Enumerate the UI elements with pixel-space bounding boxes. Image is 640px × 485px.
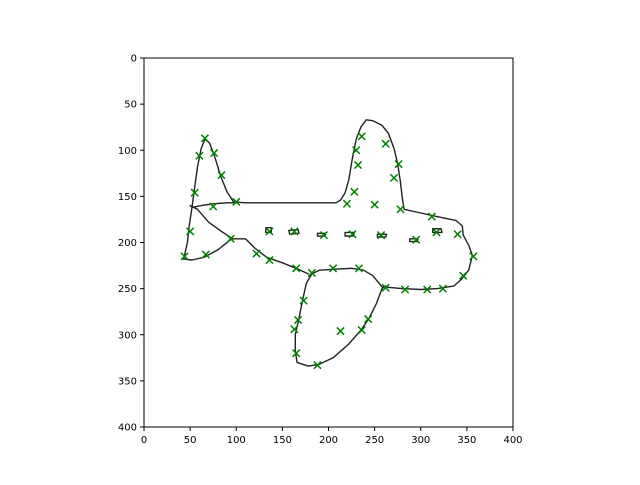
y-tick-label: 200	[118, 238, 137, 249]
data-point-marker	[438, 284, 448, 293]
data-point-marker	[370, 200, 379, 209]
data-point-marker	[290, 325, 299, 334]
data-point-marker	[432, 228, 441, 237]
x-tick-label: 400	[503, 435, 522, 446]
data-point-marker	[292, 264, 301, 273]
x-tick-label: 200	[319, 435, 338, 446]
data-point-marker	[357, 132, 366, 141]
data-point-marker	[353, 160, 363, 170]
data-point-marker	[352, 146, 361, 155]
drawing-stroke	[432, 227, 443, 234]
data-point-marker	[313, 361, 322, 370]
data-point-marker	[180, 252, 189, 261]
plot-area	[144, 58, 513, 427]
x-tick-label: 0	[141, 435, 147, 446]
x-tick-label: 300	[411, 435, 430, 446]
drawing-stroke	[182, 119, 474, 367]
data-point-marker	[336, 326, 345, 336]
data-point-marker	[290, 227, 299, 236]
y-tick-label: 400	[118, 423, 137, 434]
data-point-marker	[350, 187, 359, 196]
data-point-marker	[357, 326, 366, 335]
x-tick-label: 100	[227, 435, 246, 446]
data-point-marker	[394, 159, 403, 169]
data-point-marker	[265, 255, 274, 265]
scatter-markers	[180, 132, 478, 370]
data-point-marker	[364, 314, 373, 324]
y-tick-label: 50	[124, 100, 137, 111]
y-tick-label: 100	[118, 146, 137, 157]
data-point-marker	[381, 283, 390, 292]
axes: 0 50 100 150 200 250 300 350 400 0 50 100 150 200 250 3…	[118, 54, 523, 447]
data-point-marker	[293, 315, 303, 325]
data-point-marker	[412, 235, 421, 244]
data-point-marker	[200, 134, 210, 143]
data-point-marker	[453, 230, 462, 239]
drawing-stroke	[189, 204, 234, 240]
data-point-marker	[354, 264, 364, 273]
data-point-marker	[376, 230, 386, 240]
y-tick-label: 0	[131, 54, 137, 65]
data-point-marker	[209, 148, 219, 158]
data-point-marker	[292, 349, 301, 358]
data-point-marker	[328, 264, 338, 273]
drawing-stroke	[376, 233, 388, 238]
data-point-marker	[217, 171, 226, 180]
drawing-stroke	[182, 238, 309, 275]
y-tick-label: 300	[118, 330, 137, 341]
data-point-marker	[459, 271, 468, 280]
data-point-marker	[381, 139, 390, 148]
x-tick-label: 150	[273, 435, 292, 446]
data-point-marker	[319, 230, 329, 240]
data-point-marker	[348, 230, 357, 239]
y-tick-label: 350	[118, 376, 137, 387]
data-point-marker	[185, 227, 195, 236]
data-point-marker	[427, 212, 436, 221]
x-tick-label: 50	[184, 435, 197, 446]
data-point-marker	[400, 285, 410, 294]
data-point-marker	[195, 151, 204, 160]
data-point-marker	[252, 249, 261, 258]
data-point-marker	[469, 252, 478, 261]
x-tick-label: 350	[457, 435, 476, 446]
drawing-stroke	[191, 202, 238, 209]
y-tick-label: 250	[118, 284, 137, 295]
data-point-marker	[389, 173, 399, 183]
data-point-marker	[226, 234, 235, 243]
data-point-marker	[307, 268, 317, 278]
data-point-marker	[423, 285, 432, 294]
data-point-marker	[232, 197, 241, 207]
data-point-marker	[209, 202, 218, 211]
data-point-marker	[396, 205, 405, 214]
data-point-marker	[299, 296, 308, 305]
x-tick-label: 250	[365, 435, 384, 446]
y-tick-label: 150	[118, 192, 137, 203]
data-point-marker	[342, 199, 352, 208]
data-point-marker	[201, 250, 210, 259]
data-point-marker	[265, 227, 274, 236]
data-point-marker	[190, 188, 199, 197]
